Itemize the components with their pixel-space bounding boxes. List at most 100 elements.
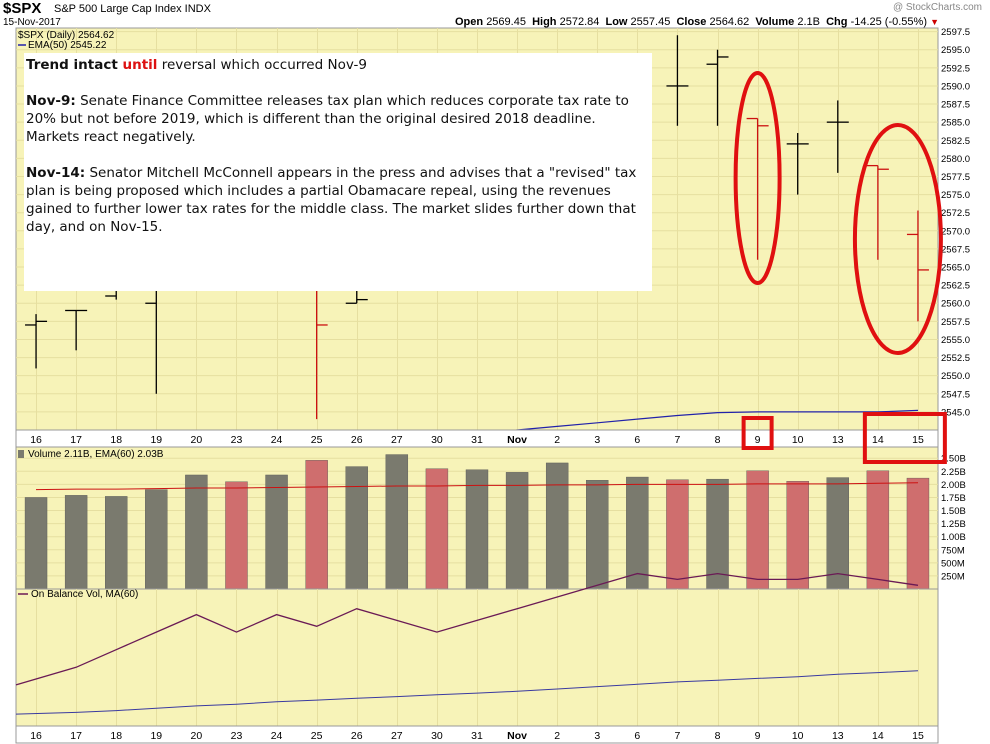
volume-bar <box>906 477 930 590</box>
x-tick-label-top: 31 <box>471 434 483 446</box>
price-y-tick: 2547.5 <box>941 389 970 400</box>
x-tick-label-top: 9 <box>755 434 761 446</box>
price-y-tick: 2575.0 <box>941 190 970 201</box>
x-tick-label-top: 2 <box>554 434 560 446</box>
volume-bar <box>24 497 48 590</box>
volume-bar <box>64 495 88 590</box>
chg-value: -14.25 (-0.55%) <box>850 16 927 28</box>
x-tick-label-bottom: 31 <box>471 730 483 742</box>
open-value: 2569.45 <box>486 16 526 28</box>
x-tick-label-bottom: 7 <box>675 730 681 742</box>
x-tick-label-top: 19 <box>150 434 162 446</box>
x-tick-label-bottom: 3 <box>594 730 600 742</box>
price-y-tick: 2562.5 <box>941 281 970 292</box>
annotation-title-until: until <box>122 57 158 73</box>
annotation-nov9-label: Nov-9: <box>26 93 76 109</box>
highlight-oval-nov9 <box>733 71 782 285</box>
ohlc-bar <box>65 309 88 351</box>
price-y-tick: 2572.5 <box>941 208 970 219</box>
price-y-tick: 2557.5 <box>941 317 970 328</box>
x-tick-label-top: 10 <box>792 434 804 446</box>
ohlc-bar <box>906 210 929 322</box>
obv-line <box>15 572 919 686</box>
volume-bar <box>866 470 890 590</box>
price-y-tick: 2577.5 <box>941 172 970 183</box>
volume-y-tick: 750M <box>941 545 965 556</box>
x-tick-label-top: 26 <box>351 434 363 446</box>
x-axis-strip-bottom <box>15 725 939 744</box>
low-label: Low <box>605 16 628 28</box>
ema-legend: EMA(50) 2545.22 <box>28 40 107 51</box>
volume-legend: Volume 2.11B, EMA(60) 2.03B <box>28 449 164 460</box>
x-tick-label-bottom: 18 <box>110 730 122 742</box>
x-tick-label-top: 24 <box>271 434 283 446</box>
x-tick-label-bottom: 27 <box>391 730 403 742</box>
price-y-tick: 2567.5 <box>941 244 970 255</box>
volume-y-tick: 2.00B <box>941 480 966 491</box>
price-y-tick: 2585.0 <box>941 118 970 129</box>
obv-legend: On Balance Vol, MA(60) <box>31 589 138 600</box>
price-y-tick: 2565.0 <box>941 263 970 274</box>
price-y-tick: 2582.5 <box>941 136 970 147</box>
highlight-box-nov9 <box>741 416 774 450</box>
x-tick-label-bottom: Nov <box>507 730 527 742</box>
volume-bar <box>385 454 409 590</box>
chart-date: 15-Nov-2017 <box>3 17 61 28</box>
x-tick-label-bottom: 10 <box>792 730 804 742</box>
x-tick-label-top: Nov <box>507 434 527 446</box>
volume-y-tick: 1.00B <box>941 532 966 543</box>
security-name: S&P 500 Large Cap Index INDX <box>54 3 211 15</box>
volume-bar <box>666 479 689 590</box>
low-value: 2557.45 <box>630 16 671 28</box>
annotation-box: Trend intact until reversal which occurr… <box>24 53 652 291</box>
volume-bar <box>265 474 288 590</box>
volume-y-tick: 1.75B <box>941 493 966 504</box>
x-tick-label-top: 25 <box>311 434 323 446</box>
x-tick-label-top: 18 <box>110 434 122 446</box>
x-tick-label-top: 17 <box>70 434 82 446</box>
x-tick-label-bottom: 15 <box>912 730 924 742</box>
volume-value: 2.1B <box>797 16 820 28</box>
ohlc-bar <box>866 164 889 260</box>
price-legend: $SPX (Daily) 2564.62 <box>18 30 115 41</box>
highlight-box-nov14-15 <box>862 412 947 464</box>
ohlc-bar <box>826 100 849 173</box>
volume-bar <box>586 480 609 590</box>
volume-bar <box>786 481 809 590</box>
price-y-tick: 2570.0 <box>941 226 970 237</box>
annotation-title-a: Trend intact <box>26 57 123 73</box>
x-tick-label-top: 23 <box>231 434 243 446</box>
close-label: Close <box>676 16 707 28</box>
x-tick-label-bottom: 2 <box>554 730 560 742</box>
volume-ema-line <box>35 482 919 491</box>
x-tick-label-bottom: 20 <box>191 730 203 742</box>
volume-bar <box>626 476 649 590</box>
chg-label: Chg <box>826 16 848 28</box>
price-y-tick: 2590.0 <box>941 81 970 92</box>
volume-bar <box>465 469 489 590</box>
high-value: 2572.84 <box>559 16 600 28</box>
x-tick-label-bottom: 9 <box>755 730 761 742</box>
x-tick-label-top: 7 <box>675 434 681 446</box>
x-tick-label-top: 13 <box>832 434 844 446</box>
volume-y-tick: 2.50B <box>941 454 966 465</box>
volume-y-tick: 250M <box>941 571 965 582</box>
volume-bar <box>505 472 529 590</box>
annotation-title-c: reversal which occurred Nov-9 <box>157 57 367 73</box>
x-tick-label-top: 15 <box>912 434 924 446</box>
x-tick-label-top: 16 <box>30 434 42 446</box>
x-tick-label-bottom: 8 <box>715 730 721 742</box>
x-tick-label-top: 8 <box>715 434 721 446</box>
x-tick-label-bottom: 19 <box>150 730 162 742</box>
close-value: 2564.62 <box>709 16 750 28</box>
volume-bar <box>826 477 849 590</box>
volume-y-tick: 2.25B <box>941 467 966 478</box>
x-tick-label-top: 3 <box>594 434 600 446</box>
price-y-tick: 2550.0 <box>941 371 970 382</box>
price-y-tick: 2545.0 <box>941 407 970 418</box>
annotation-nov9-text: Senate Finance Committee releases tax pl… <box>26 93 629 145</box>
volume-bar <box>305 460 328 590</box>
annotation-nov14-label: Nov-14: <box>26 165 86 181</box>
ohlc-bar <box>666 35 689 126</box>
volume-bar <box>105 496 128 590</box>
